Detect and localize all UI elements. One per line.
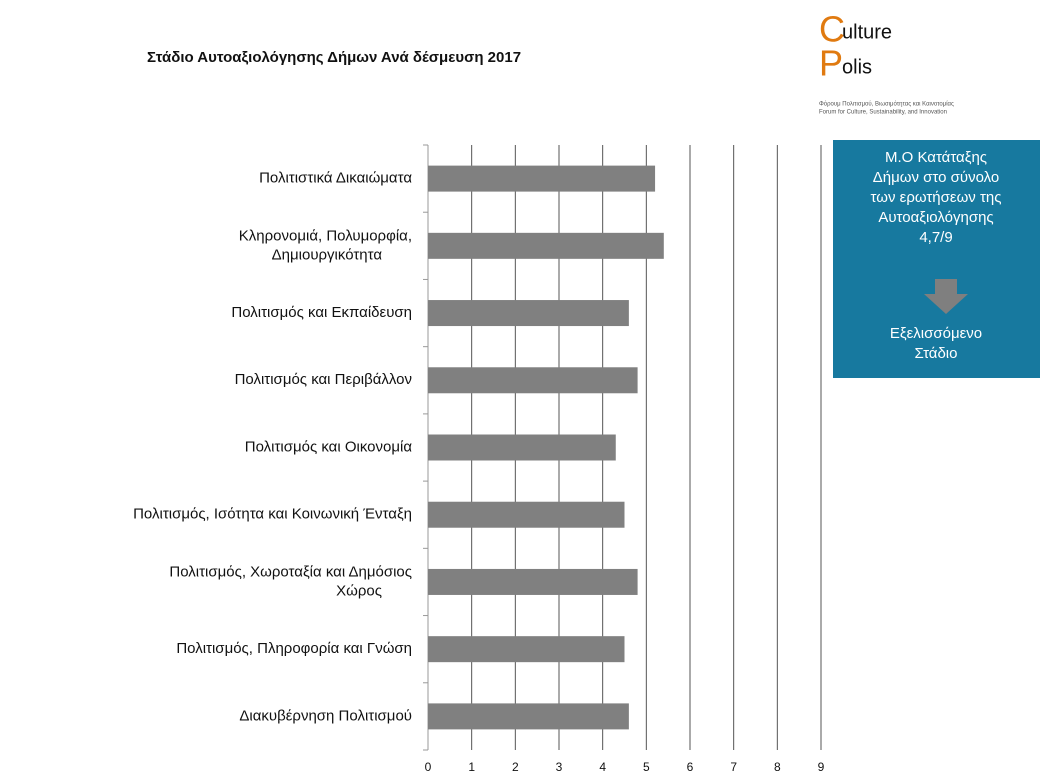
x-tick-label: 3: [556, 760, 563, 774]
annotation-text: Μ.Ο Κατάταξης: [885, 149, 987, 166]
bar: [428, 165, 656, 192]
x-tick-label: 7: [730, 760, 737, 774]
y-tick-label: Πολιτιστικά Δικαιώματα: [259, 170, 412, 187]
annotation-result: Στάδιο: [915, 345, 958, 362]
y-tick-label: Πολιτισμός και Εκπαίδευση: [231, 304, 412, 321]
annotation-text: των ερωτήσεων της: [871, 189, 1002, 206]
x-tick-label: 6: [687, 760, 694, 774]
logo-text: olis: [842, 56, 872, 78]
bar: [428, 501, 625, 528]
annotation-text: Δήμων στο σύνολο: [873, 169, 1000, 186]
annotation-result: Εξελισσόμενο: [890, 325, 982, 342]
annotation-box: [833, 140, 1040, 378]
x-tick-label: 4: [599, 760, 606, 774]
x-tick-label: 8: [774, 760, 781, 774]
x-tick-label: 1: [468, 760, 475, 774]
annotation-text: Αυτοαξιολόγησης: [878, 209, 993, 226]
logo-text: ulture: [842, 21, 892, 43]
logo-tagline: Forum for Culture, Sustainability, and I…: [819, 110, 947, 116]
logo-tagline: Φόρουμ Πολιτισμού, Βιωσιμότητας και Καιν…: [819, 101, 954, 108]
chart-title: Στάδιο Αυτοαξιολόγησης Δήμων Ανά δέσμευσ…: [147, 49, 521, 66]
x-tick-label: 5: [643, 760, 650, 774]
bar: [428, 367, 638, 394]
annotation-text: 4,7/9: [919, 229, 952, 246]
y-tick-label: Κληρονομιά, Πολυμορφία, Δημιουργικότητα: [239, 227, 412, 263]
y-tick-label: Πολιτισμός, Πληροφορία και Γνώση: [176, 640, 412, 657]
logo-letter: C: [819, 9, 845, 50]
x-tick-label: 2: [512, 760, 519, 774]
y-tick-label: Πολιτισμός και Οικονομία: [245, 438, 413, 455]
bar: [428, 568, 638, 595]
bar: [428, 232, 664, 259]
y-tick-label: Πολιτισμός και Περιβάλλον: [235, 371, 412, 388]
x-tick-label: 0: [425, 760, 432, 774]
bar: [428, 703, 629, 730]
bar: [428, 300, 629, 327]
x-tick-label: 9: [818, 760, 825, 774]
logo-letter: P: [819, 43, 843, 84]
y-tick-label: Πολιτισμός, Χωροταξία και Δημόσιος Χώρος: [169, 563, 412, 599]
bar: [428, 434, 616, 461]
y-tick-label: Διακυβέρνηση Πολιτισμού: [239, 707, 412, 724]
arrow: [924, 279, 968, 314]
bar: [428, 636, 625, 663]
y-tick-label: Πολιτισμός, Ισότητα και Κοινωνική Ένταξη: [133, 506, 412, 523]
